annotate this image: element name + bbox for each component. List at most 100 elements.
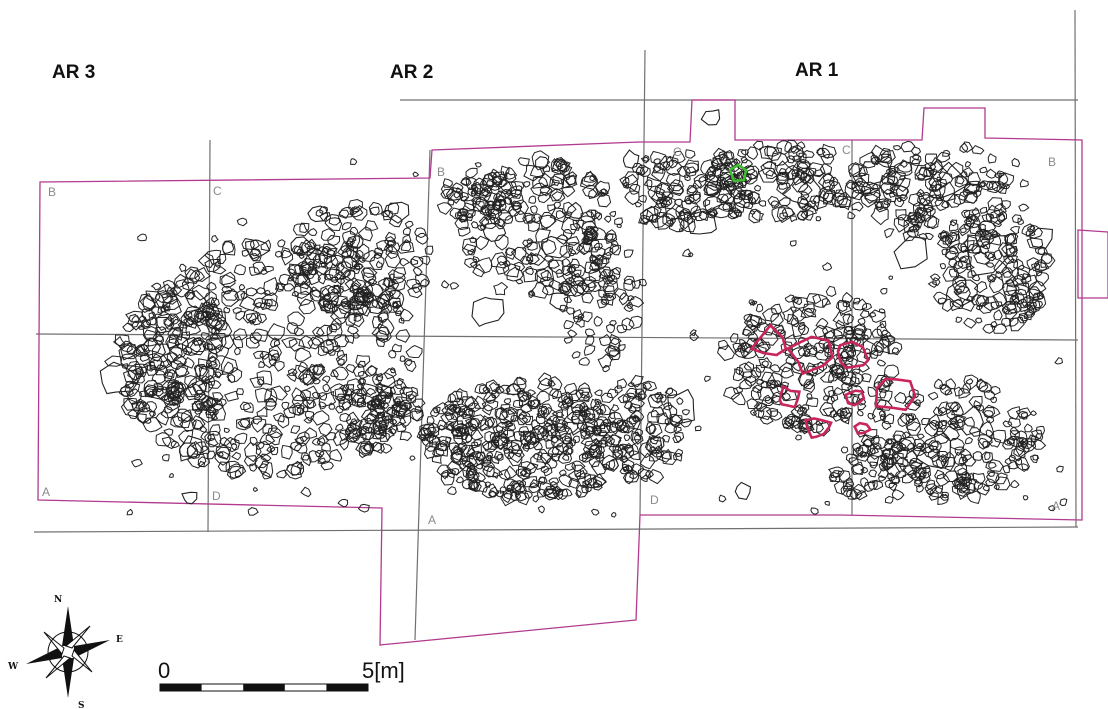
stone	[527, 389, 537, 397]
stone	[989, 275, 1005, 294]
stone	[729, 333, 739, 343]
stone	[803, 202, 812, 211]
stone	[414, 273, 431, 287]
stone	[519, 255, 534, 265]
stone	[287, 311, 306, 327]
stone	[990, 385, 1001, 395]
stone	[450, 444, 464, 462]
stone	[792, 160, 811, 178]
stone	[298, 298, 316, 315]
stone	[568, 477, 579, 489]
stone	[127, 409, 139, 420]
stone	[245, 287, 258, 297]
stone	[130, 458, 143, 468]
stone	[842, 300, 851, 308]
scale-start-label: 0	[158, 658, 170, 683]
stone	[256, 370, 273, 386]
stone	[985, 459, 1004, 472]
stone	[630, 430, 642, 445]
stone	[209, 403, 227, 421]
stone	[664, 417, 672, 426]
stone	[869, 309, 886, 323]
stone	[536, 390, 550, 406]
stone	[306, 269, 322, 286]
stone	[987, 180, 1002, 194]
stone	[571, 351, 581, 359]
stone	[409, 455, 416, 461]
stone	[605, 229, 617, 241]
stone	[205, 281, 217, 291]
stone	[894, 391, 907, 404]
stone	[393, 396, 404, 405]
stone	[356, 397, 366, 408]
stone	[562, 228, 573, 240]
stone	[484, 481, 491, 489]
stone	[924, 176, 938, 193]
stone	[1035, 271, 1049, 287]
stone	[957, 255, 972, 269]
stone	[600, 392, 614, 404]
stone	[458, 214, 468, 223]
stone	[848, 162, 861, 178]
stone	[797, 370, 815, 387]
highlighted-stone	[836, 340, 870, 370]
stone	[118, 342, 143, 360]
stone	[564, 435, 573, 442]
stone	[214, 371, 222, 379]
stone	[611, 266, 621, 276]
large-stone	[700, 109, 721, 126]
stone	[338, 209, 350, 219]
stone	[493, 281, 509, 296]
stone	[250, 418, 267, 433]
stone	[605, 324, 615, 334]
stone	[332, 366, 349, 381]
stone	[923, 215, 938, 229]
stone	[380, 289, 394, 302]
stone	[200, 332, 210, 341]
stone	[740, 149, 749, 156]
grid-line-vertical-ar3-ar2	[414, 149, 431, 641]
stone	[590, 246, 606, 260]
stone	[290, 425, 301, 434]
stone	[810, 507, 819, 515]
stone	[255, 441, 265, 451]
stone	[215, 444, 232, 460]
stone	[238, 283, 246, 291]
stone	[265, 399, 277, 411]
stone	[335, 353, 348, 366]
stone	[976, 295, 989, 308]
stone	[537, 191, 551, 204]
stone	[256, 406, 268, 417]
stone	[381, 209, 391, 218]
stone	[790, 215, 798, 223]
stone	[707, 211, 718, 219]
stone	[526, 436, 540, 450]
stone	[940, 493, 949, 501]
stone	[310, 410, 330, 426]
stone	[985, 262, 995, 268]
stone	[849, 488, 863, 500]
stone	[151, 385, 169, 400]
stone	[840, 370, 857, 386]
stone	[960, 239, 975, 253]
stone	[161, 454, 170, 462]
stone	[168, 333, 179, 345]
stone	[372, 373, 384, 386]
stone	[582, 446, 590, 454]
stone	[503, 196, 513, 206]
stone	[944, 389, 953, 396]
stone	[968, 395, 983, 411]
stone	[832, 386, 844, 395]
stone	[393, 267, 407, 278]
stone	[557, 393, 571, 406]
stone	[953, 451, 969, 467]
stone	[791, 178, 809, 193]
stone	[625, 443, 640, 457]
stone	[824, 500, 830, 506]
stone	[585, 405, 603, 421]
stone	[971, 207, 980, 216]
stone	[896, 159, 913, 173]
stone	[357, 503, 370, 513]
stone	[350, 265, 361, 275]
stone	[749, 367, 762, 378]
